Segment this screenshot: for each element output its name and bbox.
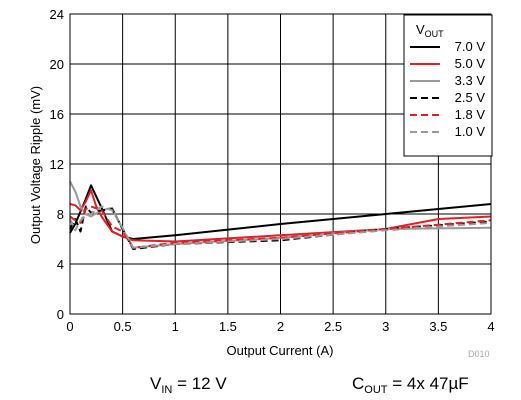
y-tick-label: 8 xyxy=(57,207,64,222)
x-tick-label: 2.5 xyxy=(324,319,342,334)
figure-code: D010 xyxy=(468,349,490,359)
x-tick-label: 4 xyxy=(487,319,494,334)
legend-label: 2.5 V xyxy=(455,90,486,105)
y-tick-label: 4 xyxy=(57,257,64,272)
legend: VOUT 7.0 V 5.0 V 3.3 V 2.5 V 1.8 V 1.0 V xyxy=(404,15,492,156)
vin-value: = 12 V xyxy=(172,374,227,393)
y-tick-label: 20 xyxy=(50,57,64,72)
legend-label: 1.0 V xyxy=(455,124,486,139)
x-tick-label: 3.5 xyxy=(429,319,447,334)
y-tick-label: 16 xyxy=(50,107,64,122)
x-tick-label: 2 xyxy=(277,319,284,334)
cout-value: = 4x 47µF xyxy=(388,374,469,393)
legend-label: 1.8 V xyxy=(455,107,486,122)
vin-sub: IN xyxy=(161,384,172,396)
vin-condition: VIN = 12 V xyxy=(150,374,227,396)
x-tick-label: 0 xyxy=(66,319,73,334)
y-axis-label: Output Voltage Ripple (mV) xyxy=(28,86,43,244)
x-axis-label: Output Current (A) xyxy=(227,343,334,358)
x-tick-label: 3 xyxy=(382,319,389,334)
y-tick-label: 12 xyxy=(50,157,64,172)
vin-main: V xyxy=(150,374,162,393)
y-tick-label: 0 xyxy=(57,307,64,322)
cout-condition: COUT = 4x 47µF xyxy=(352,374,469,396)
x-tick-label: 1.5 xyxy=(219,319,237,334)
cout-sub: OUT xyxy=(364,384,388,396)
x-tick-label: 0.5 xyxy=(114,319,132,334)
cout-main: C xyxy=(352,374,364,393)
legend-label: 3.3 V xyxy=(455,73,486,88)
legend-label: 7.0 V xyxy=(455,39,486,54)
y-tick-label: 24 xyxy=(50,7,64,22)
legend-title-sub: OUT xyxy=(425,29,445,39)
x-tick-label: 1 xyxy=(172,319,179,334)
legend-label: 5.0 V xyxy=(455,56,486,71)
legend-title-main: V xyxy=(416,22,425,37)
